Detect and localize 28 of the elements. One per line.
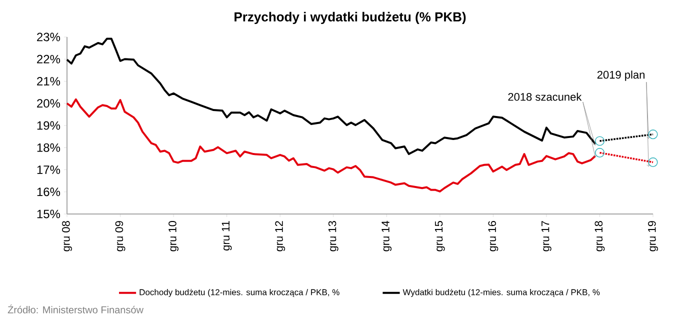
y-tick-label: 22% xyxy=(37,54,60,64)
y-tick-label: 19% xyxy=(37,121,60,130)
y-tick-label: 17% xyxy=(37,166,60,174)
y-tick-label: 15% xyxy=(37,210,60,218)
x-tick-label: gru 19 xyxy=(648,221,658,252)
y-tick-label: 20% xyxy=(37,99,60,108)
x-tick-label: gru 09 xyxy=(115,221,126,252)
x-tick-label: gru 13 xyxy=(328,221,338,252)
annotation: 2019 plan xyxy=(597,70,644,81)
y-tick-label: 18% xyxy=(37,143,60,152)
text: Źródło: Ministerstwo Finansów xyxy=(8,304,144,314)
line-series xyxy=(66,38,597,156)
legend-label: Wydatki budżetu (12-mies. suma krocząca / PKB, % xyxy=(402,288,600,297)
x-tick-label: gru 16 xyxy=(488,221,498,252)
legend-label: Dochody budżetu (12-mies. suma krocząca / PKB, % xyxy=(140,288,340,297)
annotation: 2018 szacunek xyxy=(508,92,582,101)
y-tick-label: 21% xyxy=(37,77,60,86)
x-tick-label: gru 14 xyxy=(382,220,392,252)
y-tick-label: 16% xyxy=(37,188,60,196)
chart-title: Przychody i wydatki budżetu (% PKB) xyxy=(234,12,466,24)
x-tick-label: gru 08 xyxy=(62,221,72,252)
x-tick-label: gru 11 xyxy=(222,221,232,250)
x-tick-label: gru 18 xyxy=(594,221,605,252)
x-tick-label: gru 10 xyxy=(168,220,179,252)
x-tick-label: gru 17 xyxy=(542,221,552,252)
x-tick-label: gru 12 xyxy=(275,221,286,252)
y-tick-label: 23% xyxy=(37,32,60,42)
x-tick-label: gru 15 xyxy=(434,221,445,252)
